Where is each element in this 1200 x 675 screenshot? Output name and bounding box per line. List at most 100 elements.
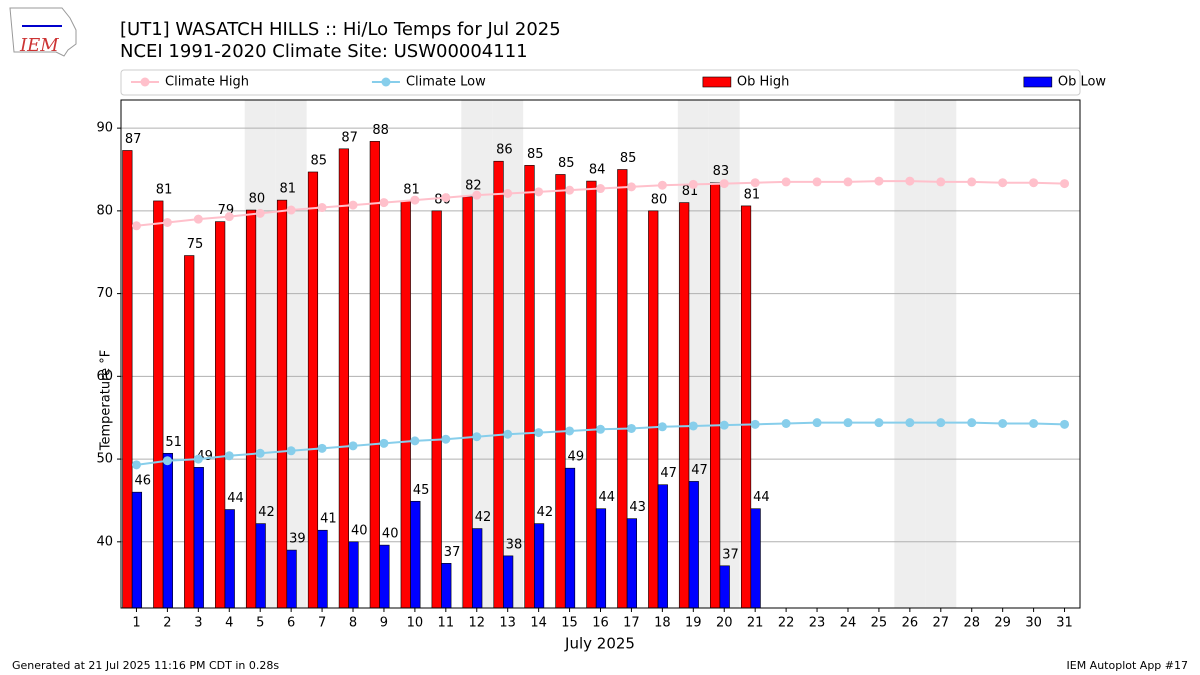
marker [193, 454, 203, 464]
x-tick-label: 29 [994, 616, 1011, 631]
logo-text: IEM [19, 35, 59, 56]
bar [740, 205, 752, 609]
data-label: 85 [620, 151, 637, 166]
marker [503, 188, 513, 198]
logo: IEM [9, 7, 77, 57]
x-tick-label: 3 [194, 616, 202, 631]
marker [565, 426, 575, 436]
x-tick-label: 20 [716, 616, 733, 631]
legend-label: Climate High [165, 75, 249, 90]
data-label: 80 [249, 192, 266, 207]
marker [843, 418, 853, 428]
marker [410, 436, 420, 446]
y-tick-label: 80 [96, 203, 113, 218]
legend-swatch [140, 77, 150, 87]
x-tick-label: 12 [468, 616, 485, 631]
x-tick-label: 6 [287, 616, 295, 631]
data-label: 44 [598, 490, 615, 505]
marker [224, 451, 234, 461]
x-tick-label: 10 [407, 616, 424, 631]
bar [224, 509, 235, 609]
marker [1029, 178, 1039, 188]
data-label: 81 [403, 182, 420, 197]
bar [719, 565, 730, 609]
chart-title: [UT1] WASATCH HILLS :: Hi/Lo Temps for J… [120, 19, 561, 40]
bar [555, 174, 566, 609]
marker [596, 424, 605, 434]
data-label: 82 [465, 178, 482, 193]
marker [936, 418, 946, 428]
marker [626, 423, 636, 433]
bar [688, 481, 699, 609]
y-tick-label: 40 [96, 534, 113, 549]
data-label: 88 [372, 123, 389, 138]
marker [286, 205, 296, 215]
bar [286, 549, 297, 609]
data-label: 47 [660, 466, 677, 481]
marker [472, 190, 482, 200]
marker [596, 184, 605, 194]
bar [122, 150, 133, 609]
x-tick-label: 11 [438, 616, 455, 631]
data-label: 47 [691, 463, 708, 478]
marker [255, 448, 265, 458]
marker [1060, 419, 1070, 429]
marker [688, 179, 698, 189]
x-tick-label: 25 [871, 616, 888, 631]
bar [710, 182, 721, 609]
data-label: 42 [537, 505, 554, 520]
y-axis-label: Temperature °F [99, 350, 114, 451]
x-tick-label: 21 [747, 616, 764, 631]
marker [162, 456, 172, 466]
bar [657, 484, 668, 609]
bar [131, 491, 143, 609]
x-tick-label: 13 [499, 616, 516, 631]
legend-label: Ob High [737, 75, 790, 90]
data-label: 87 [125, 132, 142, 147]
bar [441, 563, 452, 609]
x-tick-label: 9 [380, 616, 388, 631]
marker [131, 460, 141, 470]
legend-swatch [1023, 76, 1053, 88]
x-tick-label: 22 [778, 616, 795, 631]
data-label: 85 [558, 156, 575, 171]
x-axis-label: July 2025 [564, 635, 635, 653]
bar [153, 200, 164, 609]
bar [750, 508, 761, 609]
marker [131, 221, 141, 231]
data-label: 87 [341, 130, 358, 145]
legend-box [120, 69, 1081, 96]
data-label: 40 [351, 523, 368, 538]
x-tick-label: 7 [318, 616, 326, 631]
marker [348, 441, 358, 451]
x-tick-label: 23 [809, 616, 826, 631]
bar [400, 200, 411, 609]
marker [1060, 179, 1070, 189]
data-label: 44 [753, 490, 770, 505]
legend-label: Climate Low [406, 75, 486, 90]
marker [719, 420, 729, 430]
marker [812, 177, 822, 187]
bar [317, 529, 328, 609]
data-label: 75 [187, 237, 204, 252]
data-label: 45 [413, 483, 430, 498]
bar [462, 196, 473, 609]
marker [626, 182, 636, 192]
data-label: 81 [156, 182, 173, 197]
marker [503, 429, 513, 439]
weekend-shade [925, 100, 957, 608]
marker [441, 193, 451, 203]
bar [626, 518, 637, 609]
marker [348, 200, 358, 210]
bar [564, 467, 576, 609]
data-label: 46 [134, 474, 151, 489]
marker [193, 214, 203, 224]
data-label: 42 [258, 505, 275, 520]
y-tick-label: 60 [96, 369, 113, 384]
marker [750, 178, 760, 188]
marker [286, 446, 296, 456]
data-label: 41 [320, 512, 337, 527]
marker [379, 438, 389, 448]
marker [967, 418, 977, 428]
marker [224, 212, 234, 222]
